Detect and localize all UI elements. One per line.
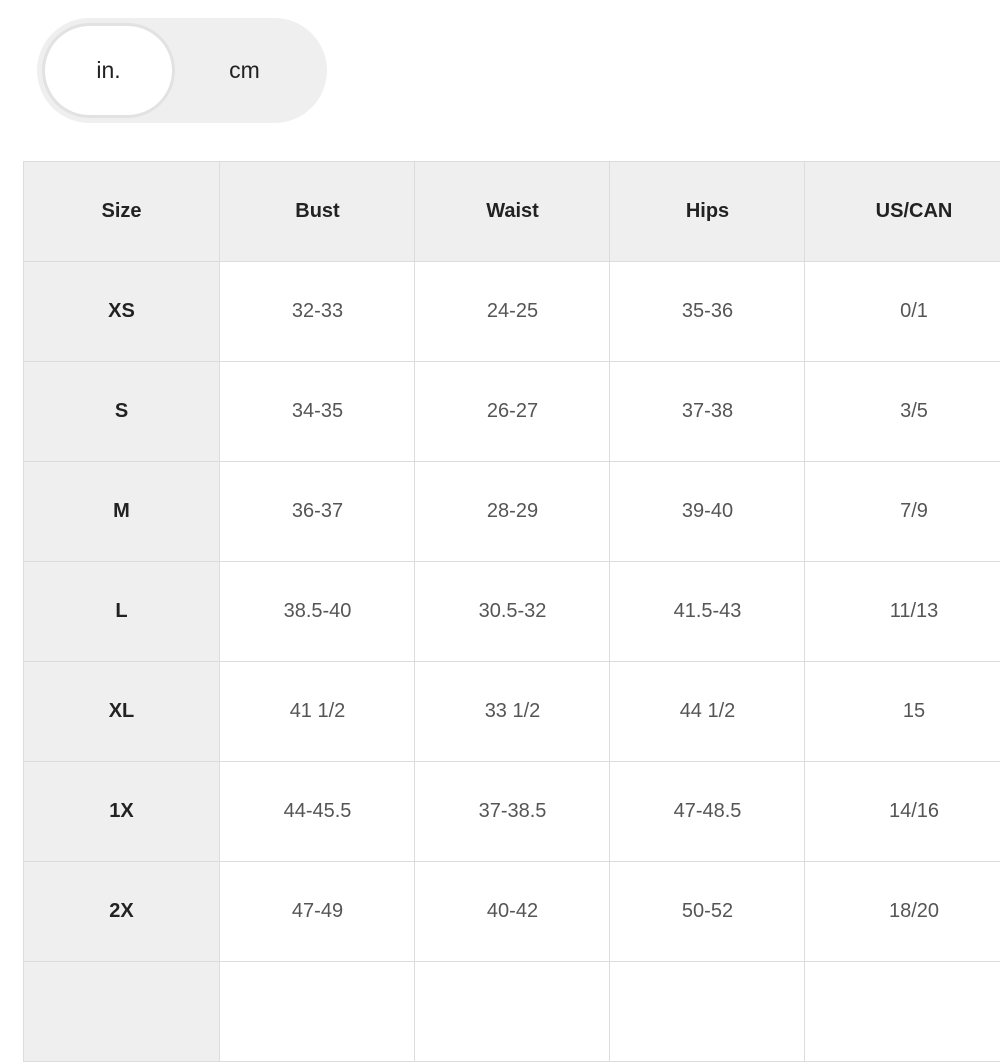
measure-cell: 50-52 [609, 861, 806, 962]
measure-cell: 34-35 [219, 361, 416, 462]
measure-cell: 37-38.5 [414, 761, 611, 862]
measure-cell: 41.5-43 [609, 561, 806, 662]
measure-cell: 24-25 [414, 261, 611, 362]
header-cell: Hips [609, 161, 806, 262]
measure-cell: 44 1/2 [609, 661, 806, 762]
header-cell: Size [23, 161, 220, 262]
measure-cell: 41 1/2 [219, 661, 416, 762]
measure-cell: 11/13 [804, 561, 1000, 662]
size-cell: XS [23, 261, 220, 362]
page: {"toggle": {"options": ["in.", "cm"]}, "… [23, 18, 1000, 1062]
measure-cell: 7/9 [804, 461, 1000, 562]
unit-option[interactable]: in. [45, 26, 172, 115]
size-cell: XL [23, 661, 220, 762]
empty-cell [609, 961, 806, 1062]
measure-cell: 3/5 [804, 361, 1000, 462]
unit-toggle: in. cm [37, 18, 327, 123]
measure-cell: 32-33 [219, 261, 416, 362]
measure-cell: 40-42 [414, 861, 611, 962]
measure-cell: 35-36 [609, 261, 806, 362]
size-cell: 1X [23, 761, 220, 862]
measure-cell: 26-27 [414, 361, 611, 462]
header-cell: Waist [414, 161, 611, 262]
measure-cell: 18/20 [804, 861, 1000, 962]
measure-cell: 30.5-32 [414, 561, 611, 662]
header-cell: US/CAN [804, 161, 1000, 262]
header-cell: Bust [219, 161, 416, 262]
measure-cell: 38.5-40 [219, 561, 416, 662]
empty-cell [414, 961, 611, 1062]
empty-cell [23, 961, 220, 1062]
size-cell: L [23, 561, 220, 662]
empty-cell [804, 961, 1000, 1062]
size-cell: 2X [23, 861, 220, 962]
size-cell: M [23, 461, 220, 562]
measure-cell: 36-37 [219, 461, 416, 562]
measure-cell: 15 [804, 661, 1000, 762]
size-cell: S [23, 361, 220, 462]
measure-cell: 47-49 [219, 861, 416, 962]
measure-cell: 0/1 [804, 261, 1000, 362]
unit-option[interactable]: cm [229, 57, 260, 83]
measure-cell: 47-48.5 [609, 761, 806, 862]
measure-cell: 28-29 [414, 461, 611, 562]
measure-cell: 39-40 [609, 461, 806, 562]
measure-cell: 14/16 [804, 761, 1000, 862]
empty-cell [219, 961, 416, 1062]
measure-cell: 33 1/2 [414, 661, 611, 762]
measure-cell: 44-45.5 [219, 761, 416, 862]
measure-cell: 37-38 [609, 361, 806, 462]
